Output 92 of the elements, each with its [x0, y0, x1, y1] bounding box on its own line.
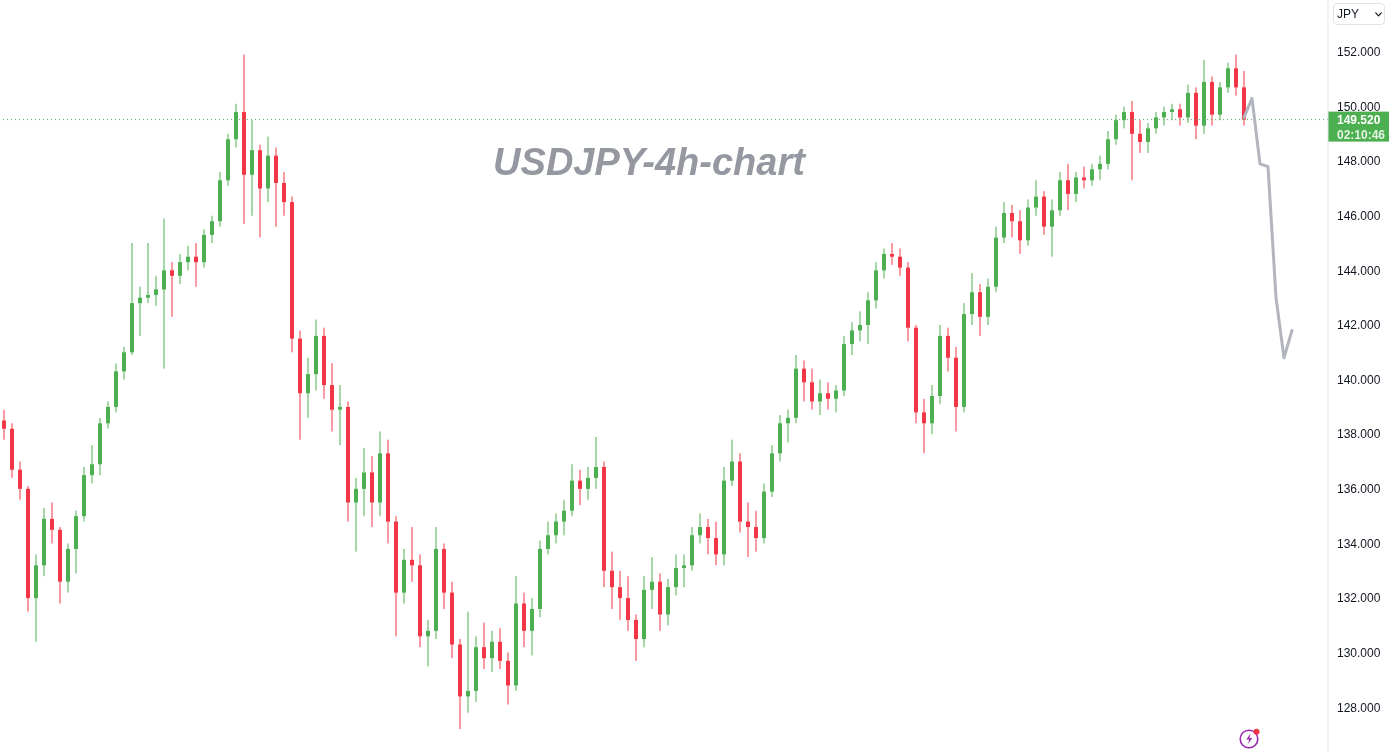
- y-tick-label: 142.000: [1337, 318, 1381, 333]
- candlestick: [282, 171, 286, 217]
- candlestick: [2, 409, 6, 441]
- candlestick: [626, 575, 630, 632]
- candlestick: [922, 398, 926, 454]
- candlestick: [946, 327, 950, 372]
- candlestick: [858, 310, 862, 342]
- candlestick: [410, 526, 414, 583]
- candlestick: [818, 379, 822, 416]
- candlestick: [306, 357, 310, 419]
- candlestick: [834, 384, 838, 413]
- candlestick: [706, 518, 710, 555]
- candlestick: [754, 510, 758, 553]
- candlestick: [634, 613, 638, 662]
- candlestick: [586, 466, 590, 501]
- candlestick: [1226, 62, 1230, 94]
- candlestick: [1010, 204, 1014, 239]
- y-tick-label: 152.000: [1337, 45, 1381, 60]
- y-tick-label: 134.000: [1337, 536, 1381, 551]
- candlestick: [466, 611, 470, 714]
- candlestick: [562, 499, 566, 536]
- candlestick: [18, 461, 22, 501]
- candlestick: [714, 521, 718, 566]
- candlestick: [898, 248, 902, 277]
- y-tick-label: 148.000: [1337, 154, 1381, 169]
- candlestick: [850, 321, 854, 356]
- y-tick-label: 132.000: [1337, 591, 1381, 606]
- candlestick: [1138, 119, 1142, 154]
- candlestick: [698, 512, 702, 544]
- ref-line-label: 149.520: [1337, 112, 1381, 127]
- candlestick: [146, 242, 150, 304]
- y-tick-label: 146.000: [1337, 209, 1381, 223]
- text: USDJPY-4h-chart: [492, 140, 807, 184]
- candlestick: [106, 400, 110, 430]
- y-tick-label: 128.000: [1337, 700, 1381, 715]
- y-tick-label: 140.000: [1337, 372, 1381, 387]
- candlestick: [674, 553, 678, 596]
- candlestick: [1066, 163, 1070, 211]
- y-tick-label: 130.000: [1337, 645, 1381, 660]
- text: 02:10:46: [1337, 127, 1386, 142]
- candlestick: [50, 501, 54, 544]
- candlestick: [354, 477, 358, 553]
- candlestick: [1234, 54, 1238, 97]
- candlestick: [362, 447, 366, 517]
- candlestick: [890, 242, 894, 266]
- candlestick: [482, 622, 486, 670]
- candlestick: [882, 248, 886, 280]
- candlestick: [1178, 103, 1182, 127]
- candlestick: [802, 359, 806, 402]
- y-axis-title: JPY: [1337, 7, 1360, 21]
- candlestick: [618, 570, 622, 621]
- candlestick: [650, 556, 654, 610]
- candlestick: [730, 439, 734, 487]
- candlestick: [594, 436, 598, 490]
- candlestick: [170, 261, 174, 318]
- candlestick: [154, 275, 158, 307]
- y-tick-label: 150.000: [1337, 99, 1381, 114]
- candlestick: [90, 444, 94, 484]
- candlestick: [426, 619, 430, 667]
- candlestick: [186, 245, 190, 271]
- candlestick: [578, 469, 582, 506]
- candlestick: [122, 346, 126, 381]
- candlestick: [1074, 171, 1078, 203]
- candlestick: [210, 215, 214, 244]
- candlestick: [810, 368, 814, 411]
- candlestick: [1098, 155, 1102, 181]
- candlestick: [338, 384, 342, 446]
- candlestick: [162, 217, 166, 370]
- candlestick: [682, 553, 686, 588]
- candlestick: [786, 409, 790, 443]
- candlestick: [554, 512, 558, 544]
- candlestick: [530, 597, 534, 656]
- candlestick: [1090, 163, 1094, 187]
- y-tick-label: 144.000: [1337, 263, 1381, 278]
- candlestick: [610, 551, 614, 610]
- candlestick: [1146, 122, 1150, 154]
- candlestick: [970, 272, 974, 326]
- candlestick: [178, 253, 182, 285]
- candlestick: [1034, 179, 1038, 217]
- candlestick: [546, 521, 550, 555]
- candlestick: [138, 286, 142, 337]
- candlestick: [826, 381, 830, 411]
- candlestick: [490, 630, 494, 673]
- candlestick: [1130, 100, 1134, 181]
- y-tick-label: 136.000: [1337, 482, 1381, 497]
- candlestick: [1050, 198, 1054, 258]
- candlestick: [1018, 209, 1022, 255]
- candlestick: [498, 627, 502, 670]
- y-tick-label: 138.000: [1337, 427, 1381, 442]
- candlestick: [194, 242, 198, 288]
- candlestick: [746, 501, 750, 558]
- dropdown-field: JPY: [1333, 3, 1385, 25]
